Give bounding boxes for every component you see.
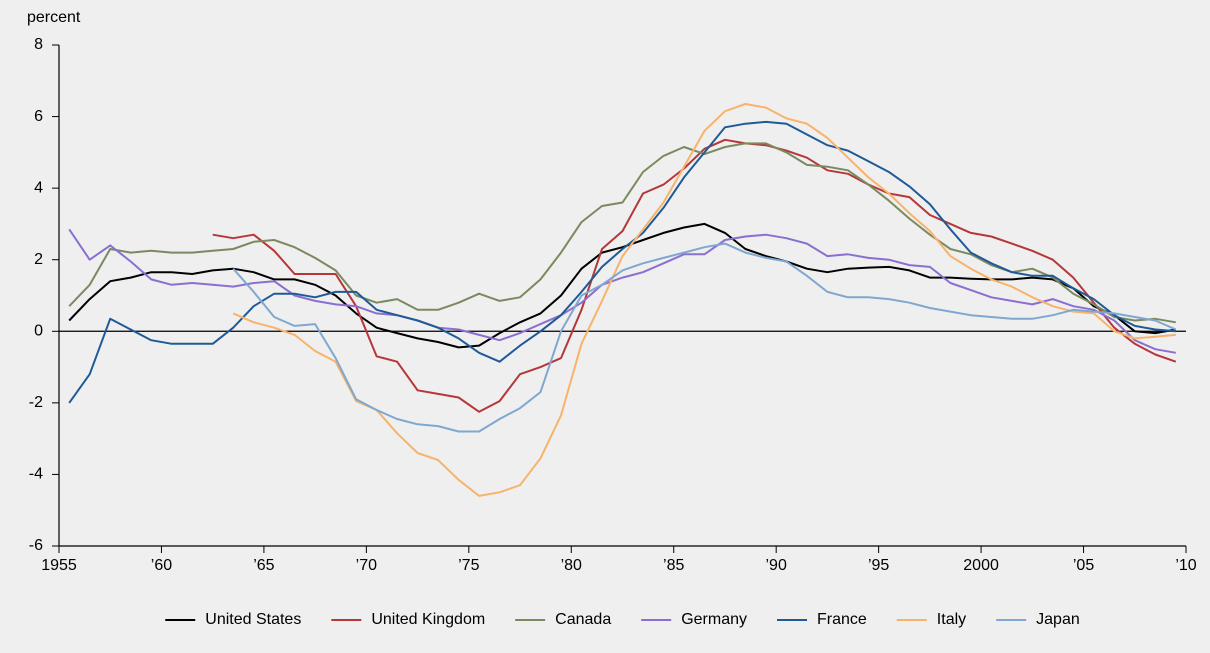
y-tick-label: -6 <box>29 537 43 554</box>
legend: United States United Kingdom Canada Germany… <box>165 611 1080 628</box>
y-tick-label: -2 <box>29 394 43 411</box>
y-tick-label: 6 <box>34 108 43 125</box>
y-tick-label: 4 <box>34 179 43 196</box>
x-tick-label: ’75 <box>458 557 479 574</box>
legend-label: France <box>817 611 867 628</box>
legend-label: Germany <box>681 611 747 628</box>
legend-label: Canada <box>555 611 611 628</box>
series-line <box>232 242 1177 433</box>
y-axis-label: percent <box>27 9 81 26</box>
legend-label: Italy <box>937 611 966 628</box>
legend-label: Japan <box>1036 611 1080 628</box>
y-tick-label: 2 <box>34 251 43 268</box>
series-line <box>68 228 1176 354</box>
legend-label: United Kingdom <box>371 611 485 628</box>
x-tick-label: ’85 <box>663 557 684 574</box>
x-tick-label: 2000 <box>963 557 999 574</box>
x-tick-label: ’05 <box>1073 557 1094 574</box>
y-tick-label: 8 <box>34 36 43 53</box>
x-tick-label: ’60 <box>151 557 172 574</box>
y-tick-label: -4 <box>29 466 43 483</box>
legend-label: United States <box>205 611 301 628</box>
x-tick-label: ’10 <box>1175 557 1196 574</box>
series-line <box>212 138 1177 413</box>
x-tick-label: 1955 <box>41 557 77 574</box>
series-line <box>68 120 1176 404</box>
x-tick-label: ’80 <box>561 557 582 574</box>
x-tick-label: ’95 <box>868 557 889 574</box>
y-tick-label: 0 <box>34 323 43 340</box>
x-tick-label: ’65 <box>253 557 274 574</box>
series-line <box>68 142 1176 324</box>
series-line <box>232 103 1176 497</box>
x-tick-label: ’70 <box>356 557 377 574</box>
x-tick-label: ’90 <box>766 557 787 574</box>
